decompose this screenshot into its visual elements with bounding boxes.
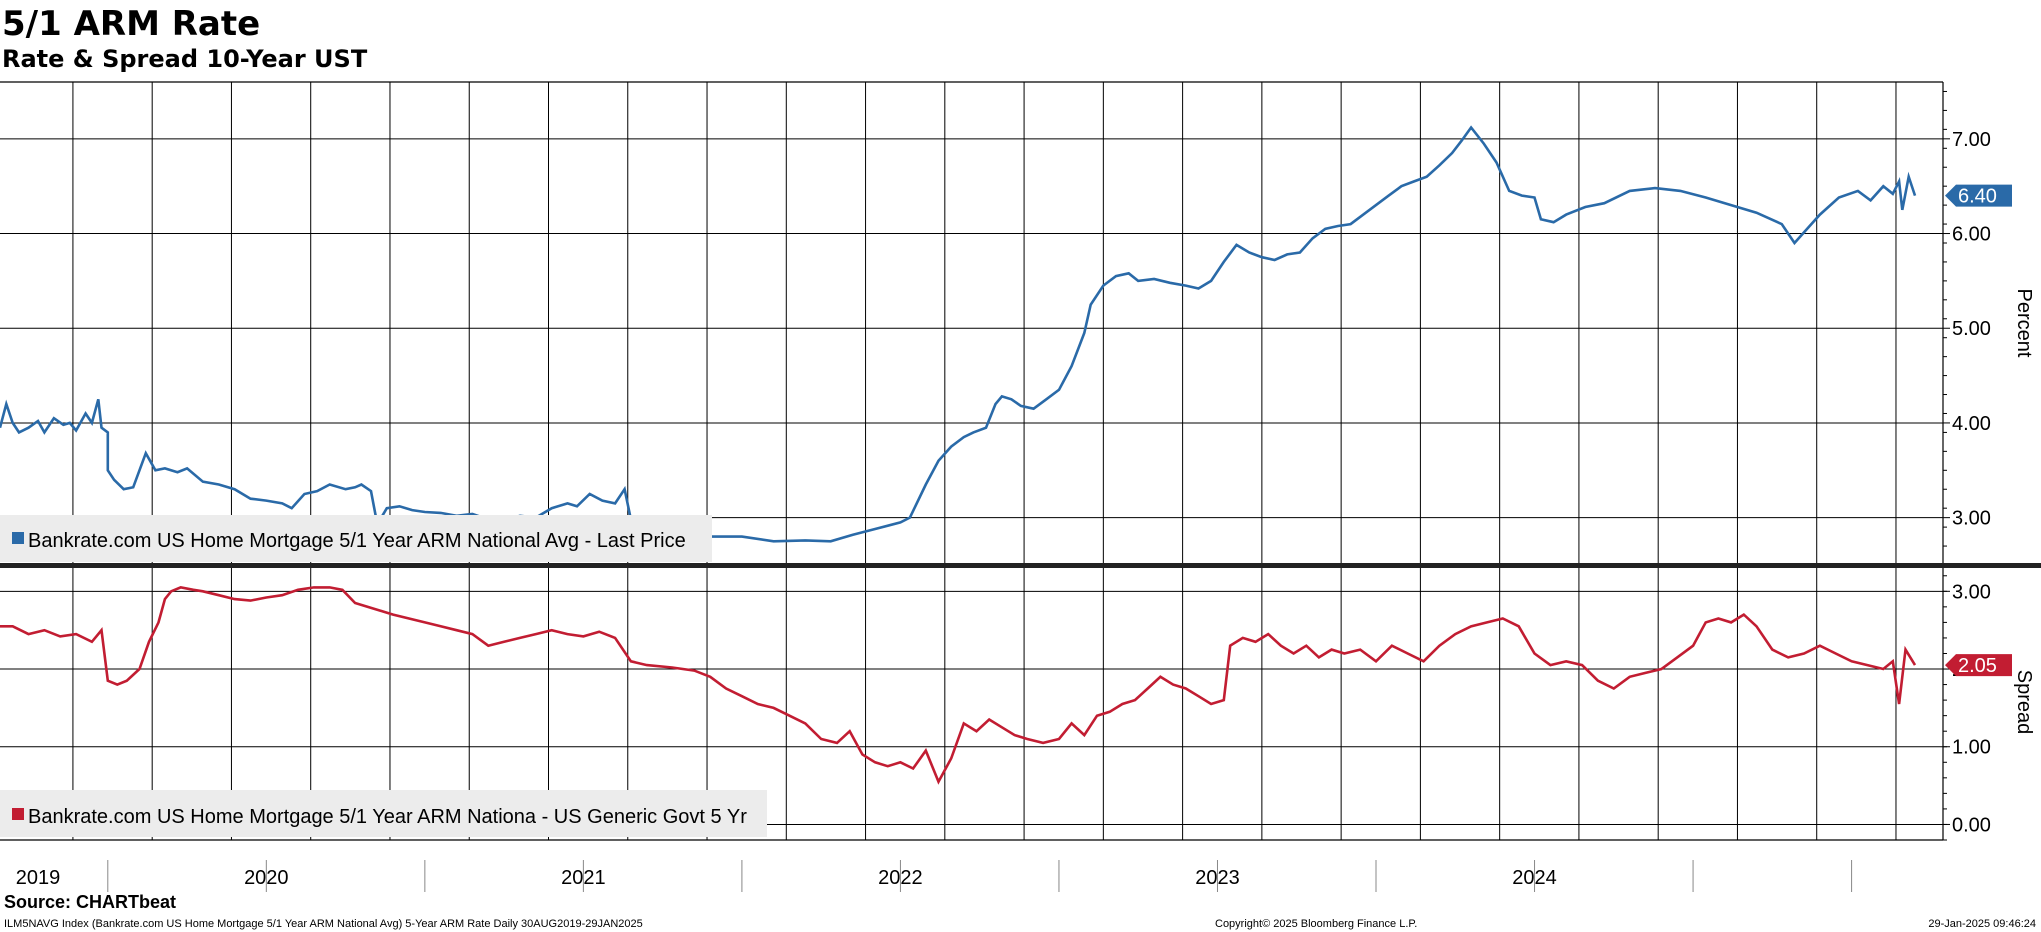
x-tick-label: 2020 [244, 867, 289, 889]
bottom-legend: Bankrate.com US Home Mortgage 5/1 Year A… [0, 790, 767, 837]
y-tick-label: 3.00 [1952, 581, 1991, 603]
bottom-panel: 3.002.001.000.00 2.05 Spread Bankrate.co… [0, 568, 2035, 841]
y-tick-label: 6.00 [1952, 224, 1991, 246]
spread-last-value: 2.05 [1958, 655, 1997, 677]
y-tick-label: 7.00 [1952, 129, 1991, 151]
rate-last-value: 6.40 [1958, 186, 1997, 208]
rate-legend-swatch [12, 532, 24, 544]
top-legend: Bankrate.com US Home Mortgage 5/1 Year A… [0, 515, 712, 562]
y-tick-label: 5.00 [1952, 318, 1991, 340]
chart-subtitle: Rate & Spread 10-Year UST [2, 45, 368, 73]
bottom-y-axis: 3.002.001.000.00 [1943, 575, 1991, 841]
top-y-axis-label: Percent [2013, 289, 2035, 358]
source-label: Source: CHARTbeat [4, 892, 176, 912]
spread-legend-swatch [12, 808, 24, 820]
x-tick-label: 2024 [1512, 867, 1557, 889]
footer-timestamp: 29-Jan-2025 09:46:24 [1928, 918, 2036, 930]
x-tick-label: 2021 [561, 867, 606, 889]
y-tick-label: 4.00 [1952, 413, 1991, 435]
top-y-axis: 7.00 6.00 5.00 4.00 3.00 [1943, 90, 1991, 566]
y-tick-label: 1.00 [1952, 737, 1991, 759]
x-tick-label: 2023 [1195, 867, 1240, 889]
panel-separator [0, 563, 2041, 568]
spread-legend-label: Bankrate.com US Home Mortgage 5/1 Year A… [28, 806, 747, 828]
y-tick-label: 0.00 [1952, 814, 1991, 836]
bottom-last-value-tag: 2.05 [1945, 654, 2012, 677]
top-panel: 7.00 6.00 5.00 4.00 3.00 6.40 Percent Bankra… [0, 81, 2035, 566]
x-tick-label: 2019 [16, 867, 61, 889]
x-tick-label: 2022 [878, 867, 923, 889]
y-tick-label: 3.00 [1952, 508, 1991, 530]
spread-series-line [0, 586, 1917, 785]
footer-description: ILM5NAVG Index (Bankrate.com US Home Mor… [4, 918, 643, 930]
footer-copyright: Copyright© 2025 Bloomberg Finance L.P. [1215, 918, 1417, 930]
top-gridlines [0, 82, 1943, 565]
x-axis: 2019 2020 2021 2022 2023 2024 [16, 860, 1853, 892]
top-last-value-tag: 6.40 [1945, 184, 2012, 208]
rate-series-line [0, 125, 1917, 543]
bottom-y-axis-label: Spread [2013, 670, 2035, 735]
rate-legend-label: Bankrate.com US Home Mortgage 5/1 Year A… [28, 530, 686, 552]
chart-title: 5/1 ARM Rate [2, 4, 260, 44]
